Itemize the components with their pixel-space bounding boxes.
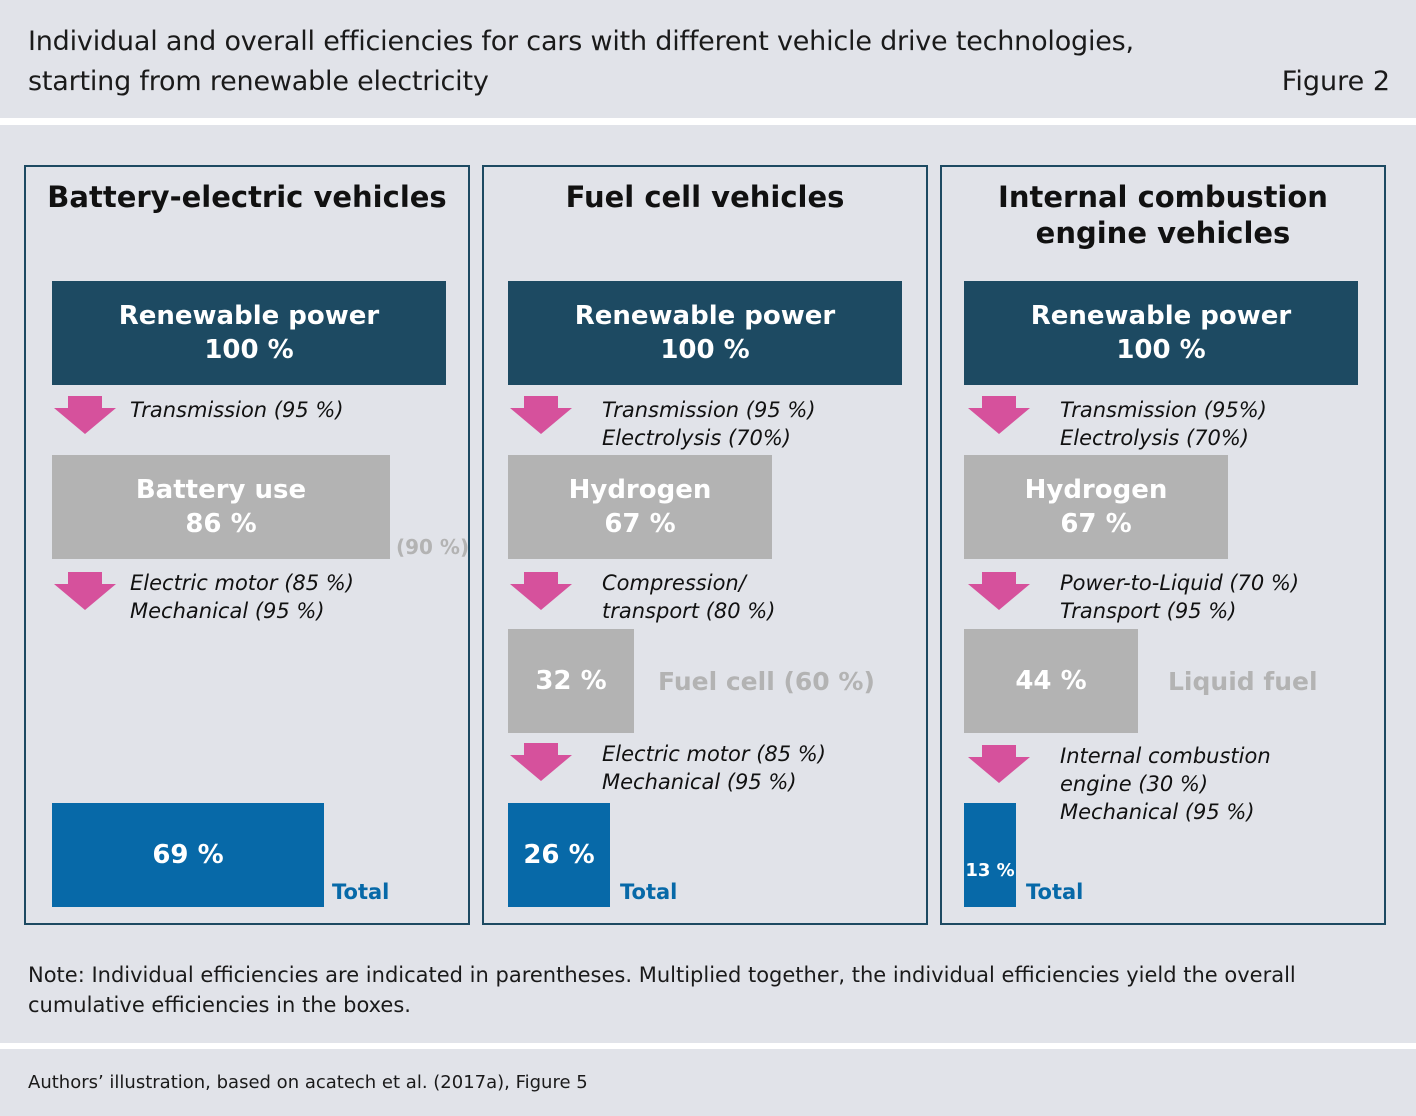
step-label: Transmission (95 %) bbox=[130, 396, 344, 424]
down-arrow-icon bbox=[968, 572, 1030, 610]
box-value: 32 % bbox=[535, 666, 607, 696]
box-label: Hydrogen bbox=[568, 475, 712, 505]
box-value: 67 % bbox=[1060, 509, 1132, 539]
step-label: Transmission (95 %) Electrolysis (70%) bbox=[602, 396, 816, 452]
down-arrow-icon bbox=[510, 743, 572, 781]
step-line: Compression/ bbox=[602, 571, 746, 595]
hydrogen-box: Hydrogen 67 % bbox=[508, 455, 772, 559]
hydrogen-box: Hydrogen 67 % bbox=[964, 455, 1228, 559]
battery-use-box: Battery use 86 % bbox=[52, 455, 390, 559]
panel-battery-electric: Battery-electric vehicles Renewable powe… bbox=[24, 165, 470, 925]
step-line: Mechanical (95 %) bbox=[1060, 800, 1255, 824]
renewable-power-box: Renewable power 100 % bbox=[508, 281, 902, 385]
step-line: Transport (95 %) bbox=[1060, 599, 1237, 623]
box-label: Hydrogen bbox=[1024, 475, 1168, 505]
header-band: Individual and overall efficiencies for … bbox=[0, 0, 1416, 118]
panel-title: Fuel cell vehicles bbox=[565, 180, 845, 214]
step-line: engine (30 %) bbox=[1060, 772, 1209, 796]
step-label: Internal combustion engine (30 %) Mechan… bbox=[1060, 742, 1271, 826]
down-arrow-icon bbox=[968, 396, 1030, 434]
box-label: Renewable power bbox=[1030, 301, 1292, 331]
step-line: Mechanical (95 %) bbox=[130, 599, 325, 623]
step-line: Electrolysis (70%) bbox=[602, 426, 791, 450]
liquid-fuel-stage-box: 44 % bbox=[964, 629, 1138, 733]
box-value: 44 % bbox=[1015, 666, 1087, 696]
box-label: Renewable power bbox=[574, 301, 836, 331]
total-label: Total bbox=[1026, 880, 1084, 904]
step-line: Transmission (95 %) bbox=[602, 398, 816, 422]
figure-title-line-1: Individual and overall efficiencies for … bbox=[28, 26, 1134, 57]
box-value: 100 % bbox=[660, 335, 750, 365]
figure-number-label: Figure 2 bbox=[1281, 66, 1390, 97]
down-arrow-icon bbox=[54, 396, 116, 434]
box-value: 26 % bbox=[523, 840, 595, 870]
panel-internal-combustion: Internal combustion engine vehicles Rene… bbox=[940, 165, 1386, 925]
box-value: 69 % bbox=[152, 840, 224, 870]
box-value: 86 % bbox=[185, 509, 257, 539]
step-line: Transmission (95 %) bbox=[130, 398, 344, 422]
down-arrow-icon bbox=[510, 572, 572, 610]
fuel-cell-label: Fuel cell (60 %) bbox=[658, 667, 875, 696]
box-label: Battery use bbox=[135, 475, 307, 505]
total-efficiency-box: 26 % bbox=[508, 803, 610, 907]
step-line: Mechanical (95 %) bbox=[602, 770, 797, 794]
panel-title-line: Internal combustion bbox=[998, 180, 1328, 214]
total-efficiency-box: 69 % bbox=[52, 803, 324, 907]
source-credit: Authors’ illustration, based on acatech … bbox=[28, 1072, 588, 1093]
panel-title: Internal combustion engine vehicles bbox=[942, 179, 1384, 251]
step-label: Electric motor (85 %) Mechanical (95 %) bbox=[130, 569, 354, 625]
step-label: Transmission (95%) Electrolysis (70%) bbox=[1060, 396, 1267, 452]
panel-title: Battery-electric vehicles bbox=[47, 180, 447, 214]
down-arrow-icon bbox=[54, 572, 116, 610]
note-text: Note: Individual efficiencies are indica… bbox=[28, 963, 1296, 1017]
panel-title-line: engine vehicles bbox=[1035, 216, 1291, 250]
renewable-power-box: Renewable power 100 % bbox=[52, 281, 446, 385]
step-line: Transmission (95%) bbox=[1060, 398, 1267, 422]
down-arrow-icon bbox=[968, 745, 1030, 783]
liquid-fuel-label: Liquid fuel bbox=[1168, 667, 1318, 696]
box-value: 100 % bbox=[204, 335, 294, 365]
down-arrow-icon bbox=[510, 396, 572, 434]
step-label: Electric motor (85 %) Mechanical (95 %) bbox=[602, 740, 826, 796]
step-line: transport (80 %) bbox=[602, 599, 776, 623]
step-line: Internal combustion bbox=[1060, 744, 1271, 768]
footer-band: Authors’ illustration, based on acatech … bbox=[0, 1049, 1416, 1116]
box-label: Renewable power bbox=[118, 301, 380, 331]
total-label: Total bbox=[620, 880, 678, 904]
renewable-power-box: Renewable power 100 % bbox=[964, 281, 1358, 385]
step-line: Electric motor (85 %) bbox=[602, 742, 826, 766]
step-line: Electric motor (85 %) bbox=[130, 571, 354, 595]
total-efficiency-box: 13 % bbox=[964, 803, 1016, 907]
figure-title-line-2: starting from renewable electricity bbox=[28, 66, 489, 97]
total-label: Total bbox=[332, 880, 390, 904]
box-value: 13 % bbox=[965, 860, 1015, 881]
battery-efficiency-note: (90 %) bbox=[396, 535, 470, 559]
fuel-cell-stage-box: 32 % bbox=[508, 629, 634, 733]
step-label: Compression/ transport (80 %) bbox=[602, 569, 775, 625]
box-value: 100 % bbox=[1116, 335, 1206, 365]
step-line: Power-to-Liquid (70 %) bbox=[1060, 571, 1300, 595]
panel-fuel-cell: Fuel cell vehicles Renewable power 100 %… bbox=[482, 165, 928, 925]
step-line: Electrolysis (70%) bbox=[1060, 426, 1249, 450]
step-label: Power-to-Liquid (70 %) Transport (95 %) bbox=[1060, 569, 1299, 625]
box-value: 67 % bbox=[604, 509, 676, 539]
